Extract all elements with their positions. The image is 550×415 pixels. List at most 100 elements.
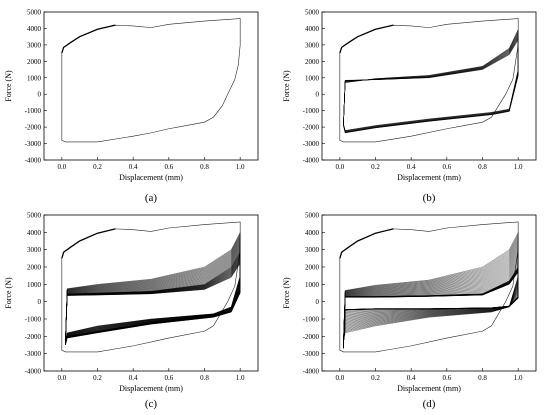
panel-c: 0.0 0.2 0.4 0.6 0.8 1.0 -4000 -3000 -2000 -1000 0 1… xyxy=(4,212,259,410)
x-axis-label: Displacement (mm) xyxy=(397,384,461,393)
y-tick-label: 5000 xyxy=(305,212,320,220)
y-tick-label: 4000 xyxy=(27,25,42,33)
panel-d: 0.0 0.2 0.4 0.6 0.8 1.0 -4000 -3000 -2000 -1000 0 1… xyxy=(282,212,537,410)
x-tick-label: 0.2 xyxy=(371,163,380,171)
hysteresis-cycle xyxy=(343,29,519,131)
y-tick-label: -3000 xyxy=(25,350,42,358)
panel-b: 0.0 0.2 0.4 0.6 0.8 1.0 -4000 -3000 -2000 -1000 0 1… xyxy=(282,9,537,204)
hysteresis-cycle xyxy=(343,250,519,345)
loading-cycle-1 xyxy=(339,18,519,143)
x-tick-label: 1.0 xyxy=(514,163,523,171)
initial-loading-curve xyxy=(61,228,116,259)
y-tick-label: 2000 xyxy=(27,58,42,66)
y-tick-label: -1000 xyxy=(25,316,42,324)
hysteresis-cycle xyxy=(343,271,519,349)
y-tick-label: 4000 xyxy=(27,229,42,237)
panel-label: (b) xyxy=(423,192,436,204)
initial-loading-curve xyxy=(61,24,116,54)
y-tick-label: -1000 xyxy=(303,316,320,324)
hysteresis-cycle xyxy=(343,254,519,345)
initial-loading-curve xyxy=(339,228,394,259)
x-tick-label: 0.8 xyxy=(200,163,209,171)
panel-label: (c) xyxy=(145,398,158,410)
x-tick-label: 1.0 xyxy=(236,163,245,171)
x-tick-label: 0.0 xyxy=(57,374,66,382)
x-tick-label: 0.8 xyxy=(478,163,487,171)
y-axis-label: Force (N) xyxy=(282,70,291,102)
x-tick-label: 0.2 xyxy=(93,374,102,382)
y-tick-label: 0 xyxy=(316,298,320,306)
y-tick-label: 0 xyxy=(316,91,320,99)
hysteresis-cycle xyxy=(343,265,519,347)
hysteresis-cycle xyxy=(343,252,519,345)
y-tick-label: -2000 xyxy=(25,333,42,341)
hysteresis-cycle xyxy=(343,256,519,346)
y-tick-label: -1000 xyxy=(25,107,42,115)
x-tick-label: 0.4 xyxy=(407,374,416,382)
hysteresis-cycle xyxy=(343,34,519,133)
x-tick-label: 0.4 xyxy=(129,163,138,171)
x-tick-label: 0.0 xyxy=(335,163,344,171)
y-tick-label: 2000 xyxy=(305,264,320,272)
y-axis-label: Force (N) xyxy=(4,277,13,309)
loading-cycle-1 xyxy=(61,18,241,143)
x-axis-label: Displacement (mm) xyxy=(397,173,461,182)
y-tick-label: 5000 xyxy=(305,9,320,17)
hysteresis-cycle xyxy=(343,255,519,346)
hysteresis-cycle xyxy=(343,251,519,345)
x-tick-label: 0.4 xyxy=(407,163,416,171)
x-tick-label: 0.6 xyxy=(164,374,173,382)
y-tick-label: -4000 xyxy=(303,157,320,165)
plot-frame xyxy=(321,214,537,372)
y-tick-label: -2000 xyxy=(303,124,320,132)
y-tick-label: 0 xyxy=(38,91,42,99)
y-tick-label: 2000 xyxy=(27,264,42,272)
x-tick-label: 0.0 xyxy=(335,374,344,382)
y-tick-label: 1000 xyxy=(305,281,320,289)
plot-frame xyxy=(43,11,259,161)
x-tick-label: 0.8 xyxy=(478,374,487,382)
x-tick-label: 0.2 xyxy=(93,163,102,171)
hysteresis-cycle xyxy=(343,35,519,133)
y-tick-label: -3000 xyxy=(303,350,320,358)
x-tick-label: 0.6 xyxy=(442,163,451,171)
y-tick-label: -4000 xyxy=(25,157,42,165)
hysteresis-cycle xyxy=(343,36,519,133)
hysteresis-cycle xyxy=(343,36,519,133)
y-tick-label: 5000 xyxy=(27,212,42,220)
y-tick-label: 3000 xyxy=(305,246,320,254)
y-tick-label: -2000 xyxy=(303,333,320,341)
x-tick-label: 0.6 xyxy=(164,163,173,171)
y-tick-label: -1000 xyxy=(303,107,320,115)
y-tick-label: 3000 xyxy=(27,41,42,49)
y-tick-label: 1000 xyxy=(27,74,42,82)
y-tick-label: 1000 xyxy=(305,74,320,82)
x-tick-label: 0.0 xyxy=(57,163,66,171)
hysteresis-cycle xyxy=(343,37,519,133)
hysteresis-cycle xyxy=(343,34,519,132)
x-tick-label: 0.6 xyxy=(442,374,451,382)
y-axis-label: Force (N) xyxy=(4,70,13,102)
y-tick-label: 5000 xyxy=(27,9,42,17)
y-tick-label: 4000 xyxy=(305,229,320,237)
y-tick-label: -4000 xyxy=(25,368,42,376)
y-axis-label: Force (N) xyxy=(282,277,291,309)
y-tick-label: 4000 xyxy=(305,25,320,33)
x-tick-label: 1.0 xyxy=(514,374,523,382)
x-axis-label: Displacement (mm) xyxy=(119,384,183,393)
hysteresis-cycle xyxy=(343,39,519,134)
x-axis-label: Displacement (mm) xyxy=(119,173,183,182)
panel-label: (a) xyxy=(145,192,158,204)
panel-label: (d) xyxy=(423,398,436,410)
y-tick-label: -4000 xyxy=(303,368,320,376)
panel-a: 0.0 0.2 0.4 0.6 0.8 1.0 -4000 -3000 -2000 -1000 0 1… xyxy=(4,9,259,204)
y-tick-label: 3000 xyxy=(27,246,42,254)
y-tick-label: 0 xyxy=(38,298,42,306)
y-tick-label: -2000 xyxy=(25,124,42,132)
x-tick-label: 0.4 xyxy=(129,374,138,382)
x-tick-label: 1.0 xyxy=(236,374,245,382)
x-tick-label: 0.8 xyxy=(200,374,209,382)
y-tick-label: 1000 xyxy=(27,281,42,289)
y-tick-label: 3000 xyxy=(305,41,320,49)
